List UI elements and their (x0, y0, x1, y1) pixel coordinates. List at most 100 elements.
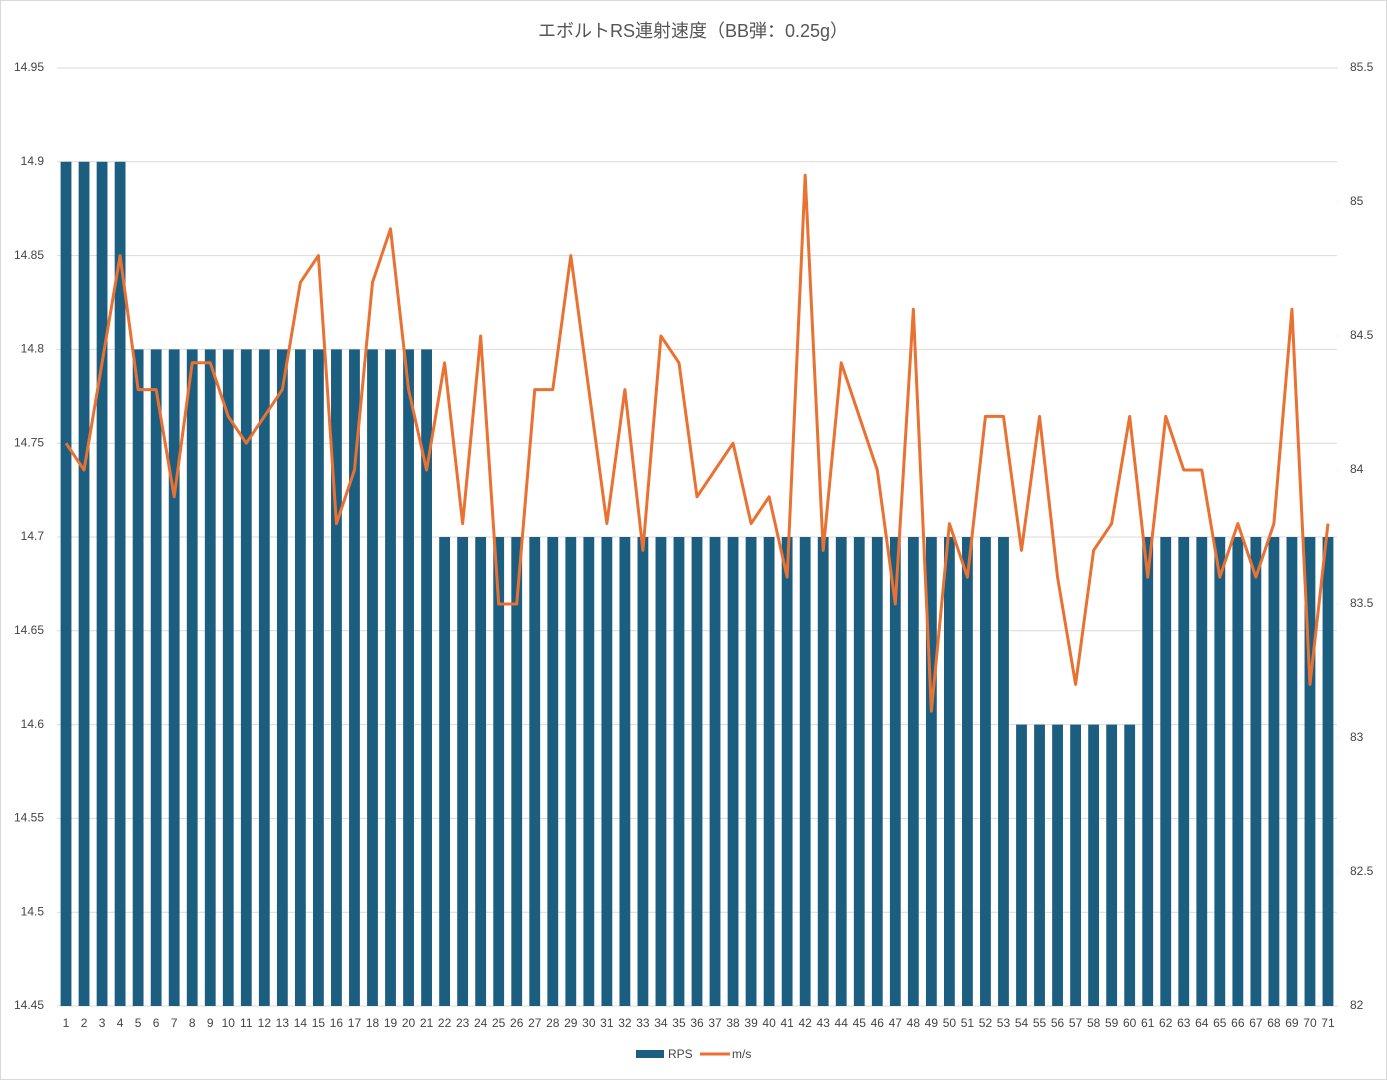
y2-tick-label: 85 (1350, 194, 1364, 208)
bar (96, 161, 108, 1007)
x-tick-label: 7 (171, 1016, 178, 1030)
bar (168, 349, 180, 1006)
x-tick-label: 5 (135, 1016, 142, 1030)
bar (943, 537, 955, 1006)
x-tick-label: 65 (1213, 1016, 1227, 1030)
bar (1142, 537, 1154, 1006)
bar (493, 537, 505, 1006)
bar (745, 537, 757, 1006)
bar (475, 537, 487, 1006)
bar (709, 537, 721, 1006)
x-tick-label: 48 (907, 1016, 921, 1030)
x-tick-label: 51 (961, 1016, 975, 1030)
x-tick-label: 63 (1177, 1016, 1191, 1030)
bar (637, 537, 649, 1006)
x-tick-label: 24 (474, 1016, 488, 1030)
bar (331, 349, 342, 1006)
bar (240, 349, 252, 1006)
line-series (64, 173, 1330, 713)
bar (1250, 537, 1262, 1006)
x-tick-label: 14 (294, 1016, 308, 1030)
x-tick-label: 70 (1303, 1016, 1317, 1030)
bar (150, 349, 162, 1006)
x-tick-label: 30 (582, 1016, 596, 1030)
y-tick-label: 14.5 (21, 904, 45, 918)
bar (998, 537, 1009, 1006)
bar (1070, 724, 1081, 1006)
x-tick-label: 22 (438, 1016, 452, 1030)
bar (1160, 537, 1172, 1006)
x-tick-label: 71 (1321, 1016, 1335, 1030)
x-tick-label: 4 (117, 1016, 124, 1030)
bar (547, 537, 559, 1006)
bar (1322, 537, 1334, 1006)
x-tick-label: 12 (258, 1016, 272, 1030)
bar (962, 537, 973, 1006)
bar (655, 537, 667, 1006)
bar (673, 537, 685, 1006)
bar (349, 349, 360, 1006)
bar (457, 537, 469, 1006)
bar (511, 537, 523, 1006)
y-tick-label: 14.7 (21, 529, 45, 543)
bar (583, 537, 595, 1006)
bar (78, 161, 90, 1007)
bar (1268, 537, 1280, 1006)
y2-tick-label: 82 (1350, 998, 1364, 1012)
y2-tick-label: 83.5 (1350, 596, 1374, 610)
bar (313, 349, 324, 1006)
bar (132, 349, 144, 1006)
y2-tick-label: 83 (1350, 730, 1364, 744)
x-tick-label: 61 (1141, 1016, 1155, 1030)
x-tick-label: 3 (99, 1016, 106, 1030)
y-tick-label: 14.6 (21, 717, 45, 731)
bar (907, 537, 919, 1006)
x-tick-label: 69 (1285, 1016, 1299, 1030)
x-tick-label: 38 (726, 1016, 740, 1030)
y-tick-label: 14.55 (14, 811, 44, 825)
x-tick-label: 46 (871, 1016, 885, 1030)
bar (258, 349, 270, 1006)
bar (529, 537, 541, 1006)
y-tick-label: 14.95 (14, 60, 44, 74)
y2-tick-label: 82.5 (1350, 864, 1374, 878)
bar (619, 537, 631, 1006)
x-tick-label: 40 (762, 1016, 776, 1030)
x-tick-label: 57 (1069, 1016, 1083, 1030)
x-tick-label: 49 (925, 1016, 939, 1030)
x-tick-label: 21 (420, 1016, 434, 1030)
bar (1232, 537, 1244, 1006)
bar (889, 537, 901, 1006)
x-tick-label: 56 (1051, 1016, 1065, 1030)
bar (276, 349, 288, 1006)
bar (925, 537, 937, 1006)
x-tick-label: 20 (402, 1016, 416, 1030)
x-tick-label: 19 (384, 1016, 398, 1030)
x-tick-label: 64 (1195, 1016, 1209, 1030)
bar (763, 537, 775, 1006)
bar (222, 349, 234, 1006)
x-tick-label: 35 (672, 1016, 686, 1030)
bar (1052, 724, 1063, 1006)
x-tick-label: 68 (1267, 1016, 1281, 1030)
x-tick-label: 58 (1087, 1016, 1101, 1030)
x-tick-label: 36 (690, 1016, 704, 1030)
y2-tick-label: 85.5 (1350, 60, 1374, 74)
bar (403, 349, 414, 1006)
x-tick-label: 47 (889, 1016, 903, 1030)
bar (204, 349, 216, 1006)
x-tick-label: 33 (636, 1016, 650, 1030)
bar (871, 537, 883, 1006)
y2-tick-label: 84 (1350, 462, 1364, 476)
bar (439, 537, 451, 1006)
bar (691, 537, 703, 1006)
bar (186, 349, 198, 1006)
bar (853, 537, 865, 1006)
x-tick-label: 66 (1231, 1016, 1245, 1030)
x-tick-label: 10 (222, 1016, 236, 1030)
x-tick-label: 41 (780, 1016, 794, 1030)
bar (781, 537, 793, 1006)
x-tick-label: 15 (312, 1016, 326, 1030)
y-tick-label: 14.45 (14, 998, 44, 1012)
